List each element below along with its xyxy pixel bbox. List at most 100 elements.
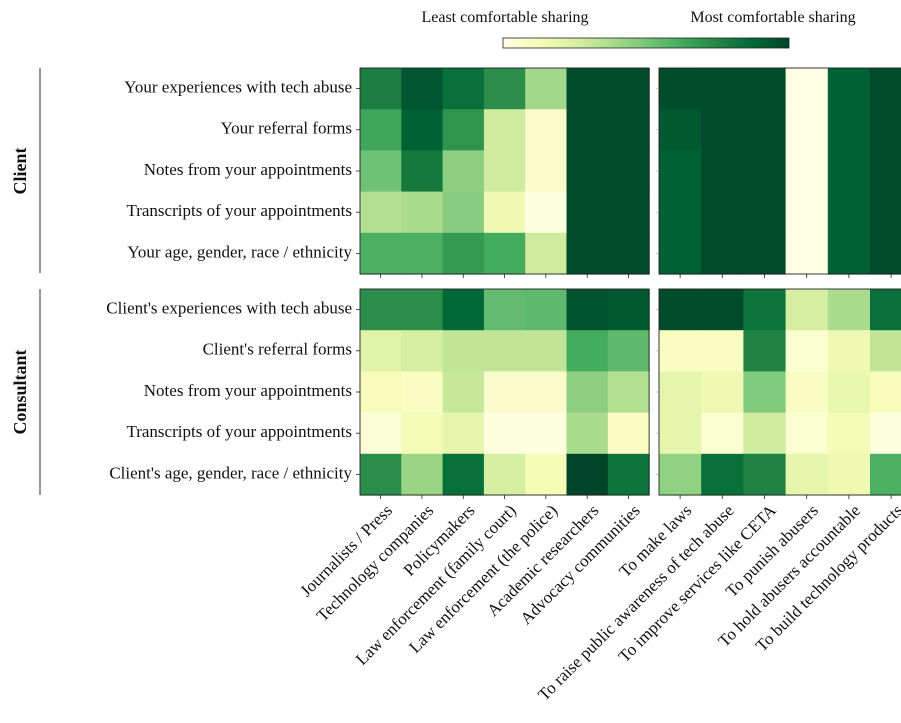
heatmap-cell-client-right-r0-c0 bbox=[659, 68, 702, 110]
heatmap-cell-client-right-r1-c0 bbox=[659, 109, 702, 151]
heatmap-cell-consultant-right-r4-c0 bbox=[659, 453, 702, 496]
heatmap-cell-client-left-r4-c0 bbox=[360, 232, 402, 275]
heatmap-cell-client-left-r0-c0 bbox=[360, 68, 402, 110]
heatmap-cell-consultant-left-r2-c0 bbox=[360, 371, 402, 414]
heatmap-cell-client-left-r1-c4 bbox=[525, 109, 568, 151]
heatmap-cell-client-left-r4-c2 bbox=[442, 232, 485, 275]
heatmap-cell-consultant-right-r2-c3 bbox=[785, 371, 829, 414]
heatmap-cell-consultant-left-r4-c5 bbox=[566, 453, 609, 496]
heatmap-cell-consultant-left-r1-c0 bbox=[360, 330, 402, 372]
heatmap-cell-client-right-r0-c5 bbox=[870, 68, 901, 110]
heatmap-cell-client-left-r2-c2 bbox=[442, 150, 485, 193]
heatmap-cell-client-right-r4-c1 bbox=[701, 232, 744, 275]
heatmap-cell-client-right-r3-c4 bbox=[827, 191, 871, 234]
heatmap-cell-consultant-right-r3-c5 bbox=[870, 412, 901, 455]
row-label-client-2: Notes from your appointments bbox=[144, 160, 352, 179]
heatmap-cell-client-left-r3-c0 bbox=[360, 191, 402, 234]
heatmap-cell-client-left-r4-c6 bbox=[607, 232, 650, 275]
row-label-client-4: Your age, gender, race / ethnicity bbox=[127, 242, 352, 261]
heatmap-cell-consultant-right-r3-c0 bbox=[659, 412, 702, 455]
row-labels: Your experiences with tech abuse Your ref… bbox=[106, 78, 352, 483]
heatmap-cell-client-left-r2-c3 bbox=[483, 150, 526, 193]
row-label-client-1: Your referral forms bbox=[221, 119, 352, 138]
heatmap-cell-client-left-r1-c0 bbox=[360, 109, 402, 151]
heatmap-cell-consultant-right-r0-c1 bbox=[701, 289, 744, 331]
heatmap-cell-consultant-right-r1-c4 bbox=[827, 330, 871, 372]
heatmap-cell-client-left-r2-c1 bbox=[401, 150, 444, 193]
heatmap-cell-consultant-right-r0-c0 bbox=[659, 289, 702, 331]
heatmap-cell-consultant-left-r2-c4 bbox=[525, 371, 568, 414]
heatmap-cell-client-right-r4-c4 bbox=[827, 232, 871, 275]
heatmap-cell-client-right-r1-c1 bbox=[701, 109, 744, 151]
heatmap-cell-client-right-r2-c2 bbox=[743, 150, 787, 193]
axis-ticks bbox=[356, 88, 892, 499]
heatmap-cell-client-left-r0-c2 bbox=[442, 68, 485, 110]
heatmap-cell-consultant-right-r2-c2 bbox=[743, 371, 787, 414]
row-label-consultant-3: Transcripts of your appointments bbox=[126, 422, 352, 441]
heatmap-cell-client-left-r4-c4 bbox=[525, 232, 568, 275]
colorbar bbox=[502, 37, 790, 49]
colorbar-high-label: Most comfortable sharing bbox=[690, 9, 855, 26]
heatmap-cell-client-left-r2-c5 bbox=[566, 150, 609, 193]
heatmap-cell-client-right-r1-c4 bbox=[827, 109, 871, 151]
row-label-consultant-0: Client's experiences with tech abuse bbox=[106, 299, 352, 318]
heatmap-cell-client-left-r3-c5 bbox=[566, 191, 609, 234]
heatmap-cell-client-right-r4-c3 bbox=[785, 232, 829, 275]
heatmap-cell-consultant-left-r2-c1 bbox=[401, 371, 444, 414]
heatmap-cell-client-right-r4-c0 bbox=[659, 232, 702, 275]
heatmap-cell-client-right-r0-c2 bbox=[743, 68, 787, 110]
heatmap-cell-consultant-left-r1-c4 bbox=[525, 330, 568, 372]
heatmap-cell-consultant-left-r0-c1 bbox=[401, 289, 444, 331]
heatmap-cell-client-right-r1-c3 bbox=[785, 109, 829, 151]
heatmap-cell-client-left-r3-c2 bbox=[442, 191, 485, 234]
heatmap-cell-client-right-r2-c1 bbox=[701, 150, 744, 193]
heatmap-cell-consultant-left-r3-c1 bbox=[401, 412, 444, 455]
heatmap-cell-consultant-left-r0-c0 bbox=[360, 289, 402, 331]
heatmap-cell-client-right-r0-c1 bbox=[701, 68, 744, 110]
heatmap-cell-client-right-r1-c2 bbox=[743, 109, 787, 151]
heatmap-cell-client-right-r3-c2 bbox=[743, 191, 787, 234]
heatmap-cell-consultant-left-r0-c5 bbox=[566, 289, 609, 331]
heatmap-cell-consultant-right-r4-c1 bbox=[701, 453, 744, 496]
heatmap-cell-consultant-left-r0-c4 bbox=[525, 289, 568, 331]
heatmap-cell-client-left-r1-c3 bbox=[483, 109, 526, 151]
heatmap-cell-client-left-r3-c3 bbox=[483, 191, 526, 234]
heatmap-cell-consultant-right-r3-c1 bbox=[701, 412, 744, 455]
heatmap-cell-client-right-r3-c3 bbox=[785, 191, 829, 234]
heatmap-cell-client-left-r1-c6 bbox=[607, 109, 650, 151]
heatmap-cell-client-right-r4-c2 bbox=[743, 232, 787, 275]
heatmap-cell-client-right-r2-c3 bbox=[785, 150, 829, 193]
heatmap-cell-client-left-r3-c6 bbox=[607, 191, 650, 234]
heatmap-cell-consultant-left-r2-c2 bbox=[442, 371, 485, 414]
heatmap-cell-client-left-r4-c5 bbox=[566, 232, 609, 275]
heatmap-cell-client-left-r2-c6 bbox=[607, 150, 650, 193]
heatmap-cell-consultant-left-r2-c5 bbox=[566, 371, 609, 414]
group-label-consultant: Consultant bbox=[10, 349, 30, 434]
heatmap-cell-consultant-left-r4-c3 bbox=[483, 453, 526, 496]
heatmap-cell-consultant-right-r2-c5 bbox=[870, 371, 901, 414]
group-label-client: Client bbox=[10, 147, 30, 194]
row-label-consultant-1: Client's referral forms bbox=[203, 340, 352, 359]
heatmap-cell-consultant-right-r2-c1 bbox=[701, 371, 744, 414]
heatmap-cell-consultant-right-r1-c1 bbox=[701, 330, 744, 372]
heatmap-cell-consultant-right-r4-c5 bbox=[870, 453, 901, 496]
heatmap-cell-consultant-right-r1-c5 bbox=[870, 330, 901, 372]
heatmap-cell-consultant-right-r1-c3 bbox=[785, 330, 829, 372]
heatmap-cell-consultant-left-r3-c0 bbox=[360, 412, 402, 455]
heatmap-cell-consultant-right-r2-c4 bbox=[827, 371, 871, 414]
heatmap-cell-consultant-right-r2-c0 bbox=[659, 371, 702, 414]
heatmap-cell-client-left-r0-c1 bbox=[401, 68, 444, 110]
heatmap-cell-consultant-right-r4-c3 bbox=[785, 453, 829, 496]
heatmap-cell-client-right-r2-c5 bbox=[870, 150, 901, 193]
heatmap-cell-consultant-right-r4-c4 bbox=[827, 453, 871, 496]
heatmap-cell-consultant-left-r3-c2 bbox=[442, 412, 485, 455]
heatmap-cell-consultant-right-r3-c3 bbox=[785, 412, 829, 455]
heatmap-cell-client-left-r1-c2 bbox=[442, 109, 485, 151]
heatmap-cell-client-left-r3-c1 bbox=[401, 191, 444, 234]
heatmap-cell-consultant-left-r1-c6 bbox=[607, 330, 650, 372]
heatmap-cell-consultant-left-r0-c6 bbox=[607, 289, 650, 331]
row-label-consultant-2: Notes from your appointments bbox=[144, 381, 352, 400]
heatmap-cell-consultant-left-r4-c2 bbox=[442, 453, 485, 496]
